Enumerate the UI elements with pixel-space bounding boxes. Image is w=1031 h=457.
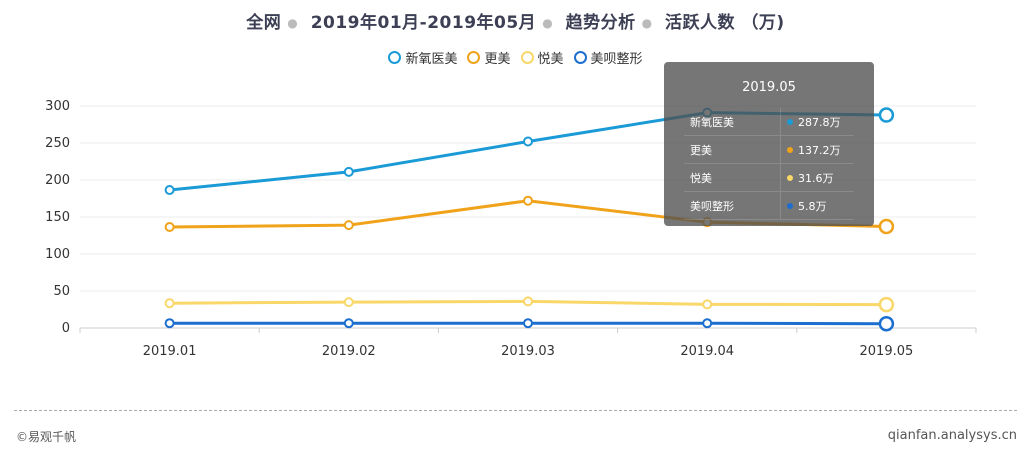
title-scope: 全网 <box>246 13 282 33</box>
title-separator: ● <box>542 16 554 30</box>
title-separator: ● <box>287 16 299 30</box>
x-tick-label: 2019.01 <box>143 344 197 359</box>
data-point <box>523 296 533 307</box>
title-separator: ● <box>641 16 653 30</box>
tooltip-series-name: 美呗整形 <box>690 199 734 213</box>
data-point <box>164 318 175 329</box>
data-point <box>523 318 533 329</box>
y-tick-label: 100 <box>45 247 70 262</box>
copyright-text: ©易观千帆 <box>16 430 77 444</box>
tooltip-title: 2019.05 <box>742 80 796 95</box>
legend-item[interactable]: 美呗整形 <box>573 48 643 67</box>
footer-divider <box>14 410 1017 411</box>
tooltip-swatch <box>787 146 793 153</box>
tooltip-series-name: 悦美 <box>690 171 712 185</box>
tooltip-series-name: 更美 <box>690 143 712 157</box>
tooltip-row: 悦美 31.6万 <box>684 164 854 192</box>
x-tick-label: 2019.02 <box>322 344 376 359</box>
data-point <box>523 136 533 147</box>
line-chart: 0 50 100 150 200 250 300 2019.01 2019.02 2019.03 2… <box>45 99 977 359</box>
tooltip-value: 31.6万 <box>798 171 834 185</box>
legend-item[interactable]: 更美 <box>467 48 511 67</box>
legend-marker <box>520 51 534 64</box>
title-metric: 活跃人数 （万) <box>665 13 785 33</box>
site-url[interactable]: qianfan.analysys.cn <box>887 428 1017 443</box>
tooltip-row: 新氧医美 287.8万 <box>684 108 854 136</box>
y-tick-label: 150 <box>45 210 70 225</box>
title-date-range: 2019年01月-2019年05月 <box>310 13 537 33</box>
chart-legend: 新氧医美 更美 悦美 美呗整形 <box>0 48 1031 67</box>
y-tick-label: 50 <box>53 284 70 299</box>
chart-title: 全网 ● 2019年01月-2019年05月 ● 趋势分析 ● 活跃人数 （万) <box>0 8 1031 33</box>
tooltip-swatch <box>787 174 793 181</box>
tooltip-value: 5.8万 <box>798 199 827 213</box>
y-tick-label: 250 <box>45 136 70 151</box>
data-point <box>164 184 175 195</box>
legend-label: 美呗整形 <box>590 52 643 67</box>
tooltip-swatch <box>787 118 793 125</box>
data-point <box>702 318 713 329</box>
legend-marker <box>388 51 402 64</box>
tooltip-row: 更美 137.2万 <box>684 136 854 164</box>
data-point <box>343 166 354 177</box>
y-tick-label: 300 <box>45 99 70 114</box>
y-tick-label: 0 <box>62 321 70 336</box>
tooltip-value-cell: 31.6万 <box>780 164 834 191</box>
tooltip-value: 287.8万 <box>798 115 841 129</box>
x-tick-label: 2019.04 <box>680 344 734 359</box>
tooltip-rows: 新氧医美 287.8万更美 137.2万悦美 31.6万美呗整形 5.8万 <box>684 108 854 220</box>
legend-label: 更美 <box>484 52 511 67</box>
data-point <box>343 318 354 329</box>
data-point <box>878 315 895 332</box>
tooltip-value-cell: 5.8万 <box>780 192 827 219</box>
y-tick-label: 200 <box>45 173 70 188</box>
x-tick-label: 2019.03 <box>501 344 555 359</box>
tooltip-value: 137.2万 <box>798 143 841 157</box>
tooltip-row: 美呗整形 5.8万 <box>684 192 854 220</box>
tooltip-value-cell: 137.2万 <box>780 136 841 163</box>
tooltip-series-name: 新氧医美 <box>690 115 734 129</box>
data-point <box>164 221 175 232</box>
data-tooltip: 2019.05 新氧医美 287.8万更美 137.2万悦美 31.6万美呗整形 5.8… <box>664 62 874 226</box>
tooltip-value-cell: 287.8万 <box>780 108 841 135</box>
legend-label: 新氧医美 <box>405 52 458 67</box>
legend-item[interactable]: 新氧医美 <box>388 48 457 67</box>
title-analysis: 趋势分析 <box>565 13 636 33</box>
legend-marker <box>573 51 587 64</box>
data-point <box>878 218 895 235</box>
legend-label: 悦美 <box>537 52 564 67</box>
data-point <box>702 299 713 310</box>
data-point <box>523 195 533 206</box>
data-point <box>343 220 354 231</box>
legend-marker <box>467 51 481 64</box>
data-point <box>878 296 895 313</box>
legend-item[interactable]: 悦美 <box>520 48 564 67</box>
data-point <box>164 298 175 309</box>
x-tick-label: 2019.05 <box>860 344 914 359</box>
data-point <box>878 107 895 123</box>
tooltip-swatch <box>787 202 793 209</box>
data-point <box>343 297 354 308</box>
